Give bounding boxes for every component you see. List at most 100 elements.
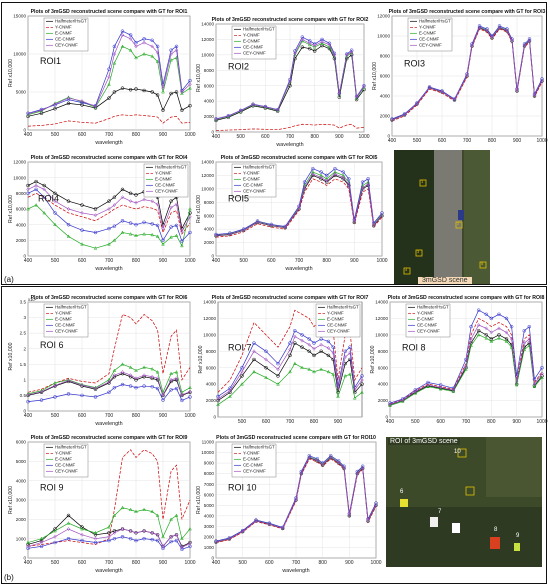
- legend-entry: CEY-CNMF: [419, 43, 442, 48]
- legend-entry: CE-CNMF: [327, 323, 348, 328]
- data-point: [180, 108, 184, 112]
- legend-entry: E-CNMF: [55, 457, 72, 462]
- data-point: [402, 112, 407, 117]
- y-tick-label: 12000: [201, 173, 214, 178]
- x-axis-label: wavelength: [94, 266, 122, 272]
- data-point: [128, 373, 133, 378]
- data-point: [155, 386, 160, 391]
- y-tick-label: 4000: [380, 94, 391, 99]
- x-tick-label: 1000: [536, 138, 547, 144]
- series-line-4: [391, 27, 543, 121]
- x-tick-label: 800: [132, 413, 141, 419]
- data-point: [214, 539, 218, 543]
- y-tick-label: 4000: [204, 513, 215, 518]
- data-point: [489, 330, 494, 335]
- data-point: [240, 382, 244, 386]
- data-point: [320, 41, 324, 45]
- data-point: [264, 375, 268, 379]
- data-point: [302, 185, 307, 190]
- data-point: [352, 396, 357, 400]
- data-point: [300, 338, 304, 343]
- legend-entry: E-CNMF: [243, 177, 260, 182]
- data-point: [180, 398, 184, 403]
- chart-title: Plots of 3mGSD reconstructed scene compa…: [216, 435, 376, 441]
- roi-label: ROI4: [38, 193, 59, 203]
- data-point: [112, 238, 117, 242]
- data-point: [93, 230, 98, 235]
- data-point: [276, 382, 280, 386]
- legend-entry: CEY-CNMF: [327, 329, 350, 334]
- data-point: [134, 222, 138, 227]
- data-point: [80, 103, 84, 107]
- data-point: [522, 329, 527, 333]
- data-point: [155, 538, 160, 543]
- data-point: [227, 536, 232, 541]
- data-point: [300, 45, 305, 49]
- data-point: [327, 42, 332, 47]
- data-point: [312, 49, 317, 53]
- data-point: [150, 90, 154, 94]
- data-point: [353, 387, 357, 392]
- data-point: [128, 191, 133, 196]
- data-point: [107, 82, 111, 86]
- y-tick-label: 4000: [378, 382, 389, 387]
- legend-entry: CEY-CNMF: [155, 189, 178, 194]
- data-point: [390, 117, 394, 122]
- data-point: [504, 339, 509, 343]
- y-tick-label: 6000: [380, 74, 391, 79]
- data-point: [26, 544, 30, 549]
- scene-b-caption: ROI of 3mGSD scene: [388, 438, 460, 445]
- data-point: [128, 199, 133, 204]
- data-point: [174, 233, 179, 237]
- data-point: [169, 199, 173, 203]
- x-tick-label: 800: [318, 560, 327, 566]
- chart-roi4: Plots of 3mGSD reconstructed scene compa…: [8, 152, 196, 272]
- scene-b-marker-8: 8: [494, 527, 498, 533]
- data-point: [362, 83, 366, 88]
- x-tick-label: 900: [345, 560, 354, 566]
- x-tick-label: 1000: [358, 134, 369, 140]
- data-point: [66, 392, 71, 396]
- data-point: [188, 103, 192, 108]
- roi-label: ROI3: [404, 58, 425, 68]
- x-axis-label: wavelength: [94, 140, 122, 146]
- data-point: [476, 329, 481, 333]
- data-point: [255, 220, 260, 225]
- data-point: [527, 336, 532, 341]
- data-point: [112, 530, 117, 535]
- data-point: [142, 536, 146, 541]
- data-point: [324, 173, 329, 178]
- data-point: [438, 387, 443, 391]
- legend-entry: CEY-CNMF: [243, 51, 266, 56]
- data-point: [142, 88, 146, 93]
- data-point: [161, 226, 165, 231]
- x-tick-label: 500: [238, 560, 247, 566]
- legend-entry: CE-CNMF: [55, 37, 76, 42]
- roi-label: ROI 8: [402, 342, 426, 352]
- data-point: [380, 213, 384, 218]
- data-point: [319, 337, 323, 341]
- data-point: [312, 45, 317, 49]
- data-point: [150, 374, 154, 379]
- x-axis-label: wavelength: [284, 266, 312, 272]
- data-point: [283, 224, 287, 229]
- data-point: [343, 349, 347, 354]
- x-tick-label: 500: [239, 258, 248, 264]
- data-point: [53, 527, 57, 531]
- data-point: [66, 521, 71, 525]
- data-point: [112, 52, 117, 56]
- x-tick-label: 1000: [184, 413, 195, 419]
- data-point: [174, 44, 179, 49]
- x-tick-label: 500: [51, 413, 60, 419]
- legend-entry: Y-CNMF: [55, 311, 72, 316]
- data-point: [470, 43, 474, 48]
- data-point: [66, 378, 71, 383]
- data-point: [299, 471, 304, 476]
- data-point: [66, 513, 71, 518]
- legend-entry: CE-CNMF: [243, 183, 264, 188]
- data-point: [349, 49, 354, 54]
- series-line-3: [215, 36, 365, 120]
- data-point: [275, 108, 280, 112]
- data-point: [241, 228, 246, 233]
- data-point: [120, 527, 125, 531]
